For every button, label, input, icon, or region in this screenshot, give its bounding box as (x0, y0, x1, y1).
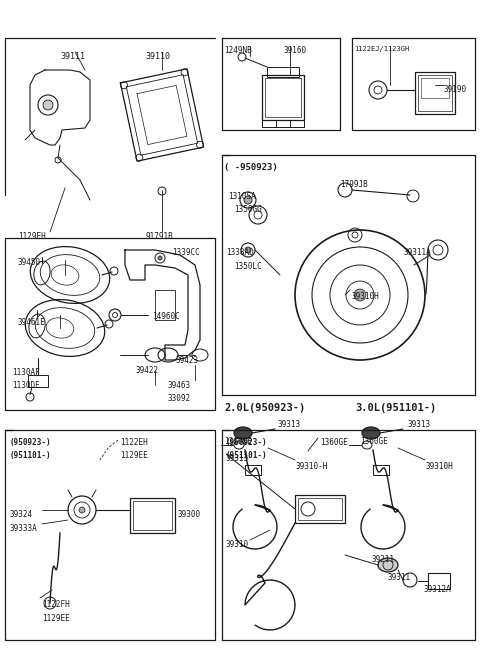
Circle shape (245, 247, 251, 253)
Text: 39160: 39160 (283, 46, 306, 55)
Text: 1130DE: 1130DE (12, 381, 40, 390)
Bar (130, 498, 175, 533)
Text: 1130AF: 1130AF (12, 368, 40, 377)
Bar (421, 78, 449, 98)
Text: (951101-): (951101-) (10, 451, 52, 460)
Text: 39310H: 39310H (352, 292, 380, 301)
Text: 39211: 39211 (372, 555, 395, 564)
Bar (295, 495, 345, 523)
Text: 1339CC: 1339CC (172, 248, 200, 257)
Text: 39311A: 39311A (404, 248, 432, 257)
Text: 2.0L(950923-): 2.0L(950923-) (224, 403, 305, 413)
Bar (28, 375, 48, 387)
Text: 91791B: 91791B (145, 232, 173, 241)
Text: 1360GE: 1360GE (224, 437, 252, 446)
Circle shape (244, 196, 252, 204)
Text: 1122EH: 1122EH (120, 438, 148, 447)
Text: 39450: 39450 (18, 258, 41, 267)
Bar (415, 72, 455, 114)
Bar (298, 498, 342, 520)
Ellipse shape (378, 558, 398, 572)
Circle shape (79, 507, 85, 513)
Bar (155, 290, 175, 320)
Text: 39310-H: 39310-H (295, 462, 327, 471)
Text: 39463: 39463 (168, 381, 191, 390)
Text: 1122FH: 1122FH (42, 600, 70, 609)
Text: 39461E: 39461E (18, 318, 46, 327)
Text: 39300: 39300 (178, 510, 201, 519)
Text: 33092: 33092 (168, 394, 191, 403)
Text: (950923-): (950923-) (226, 438, 268, 447)
Text: 1129EH: 1129EH (18, 232, 46, 241)
Bar (265, 78, 301, 117)
Text: 39324: 39324 (10, 510, 33, 519)
Text: 1122EJ/1123GH: 1122EJ/1123GH (354, 46, 409, 52)
Text: 1129EE: 1129EE (120, 451, 148, 460)
Text: 3.0L(951101-): 3.0L(951101-) (355, 403, 436, 413)
Text: ( -950923): ( -950923) (224, 163, 278, 172)
Text: 1360GE: 1360GE (360, 437, 388, 446)
Text: (951101-): (951101-) (226, 451, 268, 460)
Text: 39190: 39190 (444, 85, 467, 94)
Circle shape (158, 256, 162, 260)
Text: 1129EE: 1129EE (42, 614, 70, 623)
Text: 39313: 39313 (226, 454, 249, 463)
Bar (245, 465, 261, 475)
Text: 39310: 39310 (226, 540, 249, 549)
Bar (418, 75, 452, 111)
Text: (950923-): (950923-) (10, 438, 52, 447)
Text: 1799JB: 1799JB (340, 180, 368, 189)
Bar (133, 501, 172, 530)
Text: 39311: 39311 (388, 573, 411, 582)
Text: 1350GG: 1350GG (234, 205, 262, 214)
Bar (262, 75, 304, 120)
Text: 14960C: 14960C (152, 312, 180, 321)
Ellipse shape (234, 427, 252, 439)
Text: 39110: 39110 (145, 52, 170, 61)
Bar (428, 573, 450, 589)
Ellipse shape (362, 427, 380, 439)
Text: 39422: 39422 (135, 366, 158, 375)
Text: 39423: 39423 (175, 356, 198, 365)
Text: 39313: 39313 (407, 420, 430, 429)
Bar (267, 67, 299, 77)
Text: 1338AD: 1338AD (226, 248, 254, 257)
Text: 39111: 39111 (60, 52, 85, 61)
Circle shape (43, 100, 53, 110)
Bar (373, 465, 389, 475)
Text: 39313: 39313 (278, 420, 301, 429)
Text: 1310SA: 1310SA (228, 192, 256, 201)
Text: 1350LC: 1350LC (234, 262, 262, 271)
Text: 39312A: 39312A (424, 585, 452, 594)
Circle shape (354, 289, 366, 301)
Text: 39310H: 39310H (426, 462, 454, 471)
Text: 1360GE: 1360GE (320, 438, 348, 447)
Text: 39333A: 39333A (10, 524, 38, 533)
Text: 1249NB: 1249NB (224, 46, 252, 55)
